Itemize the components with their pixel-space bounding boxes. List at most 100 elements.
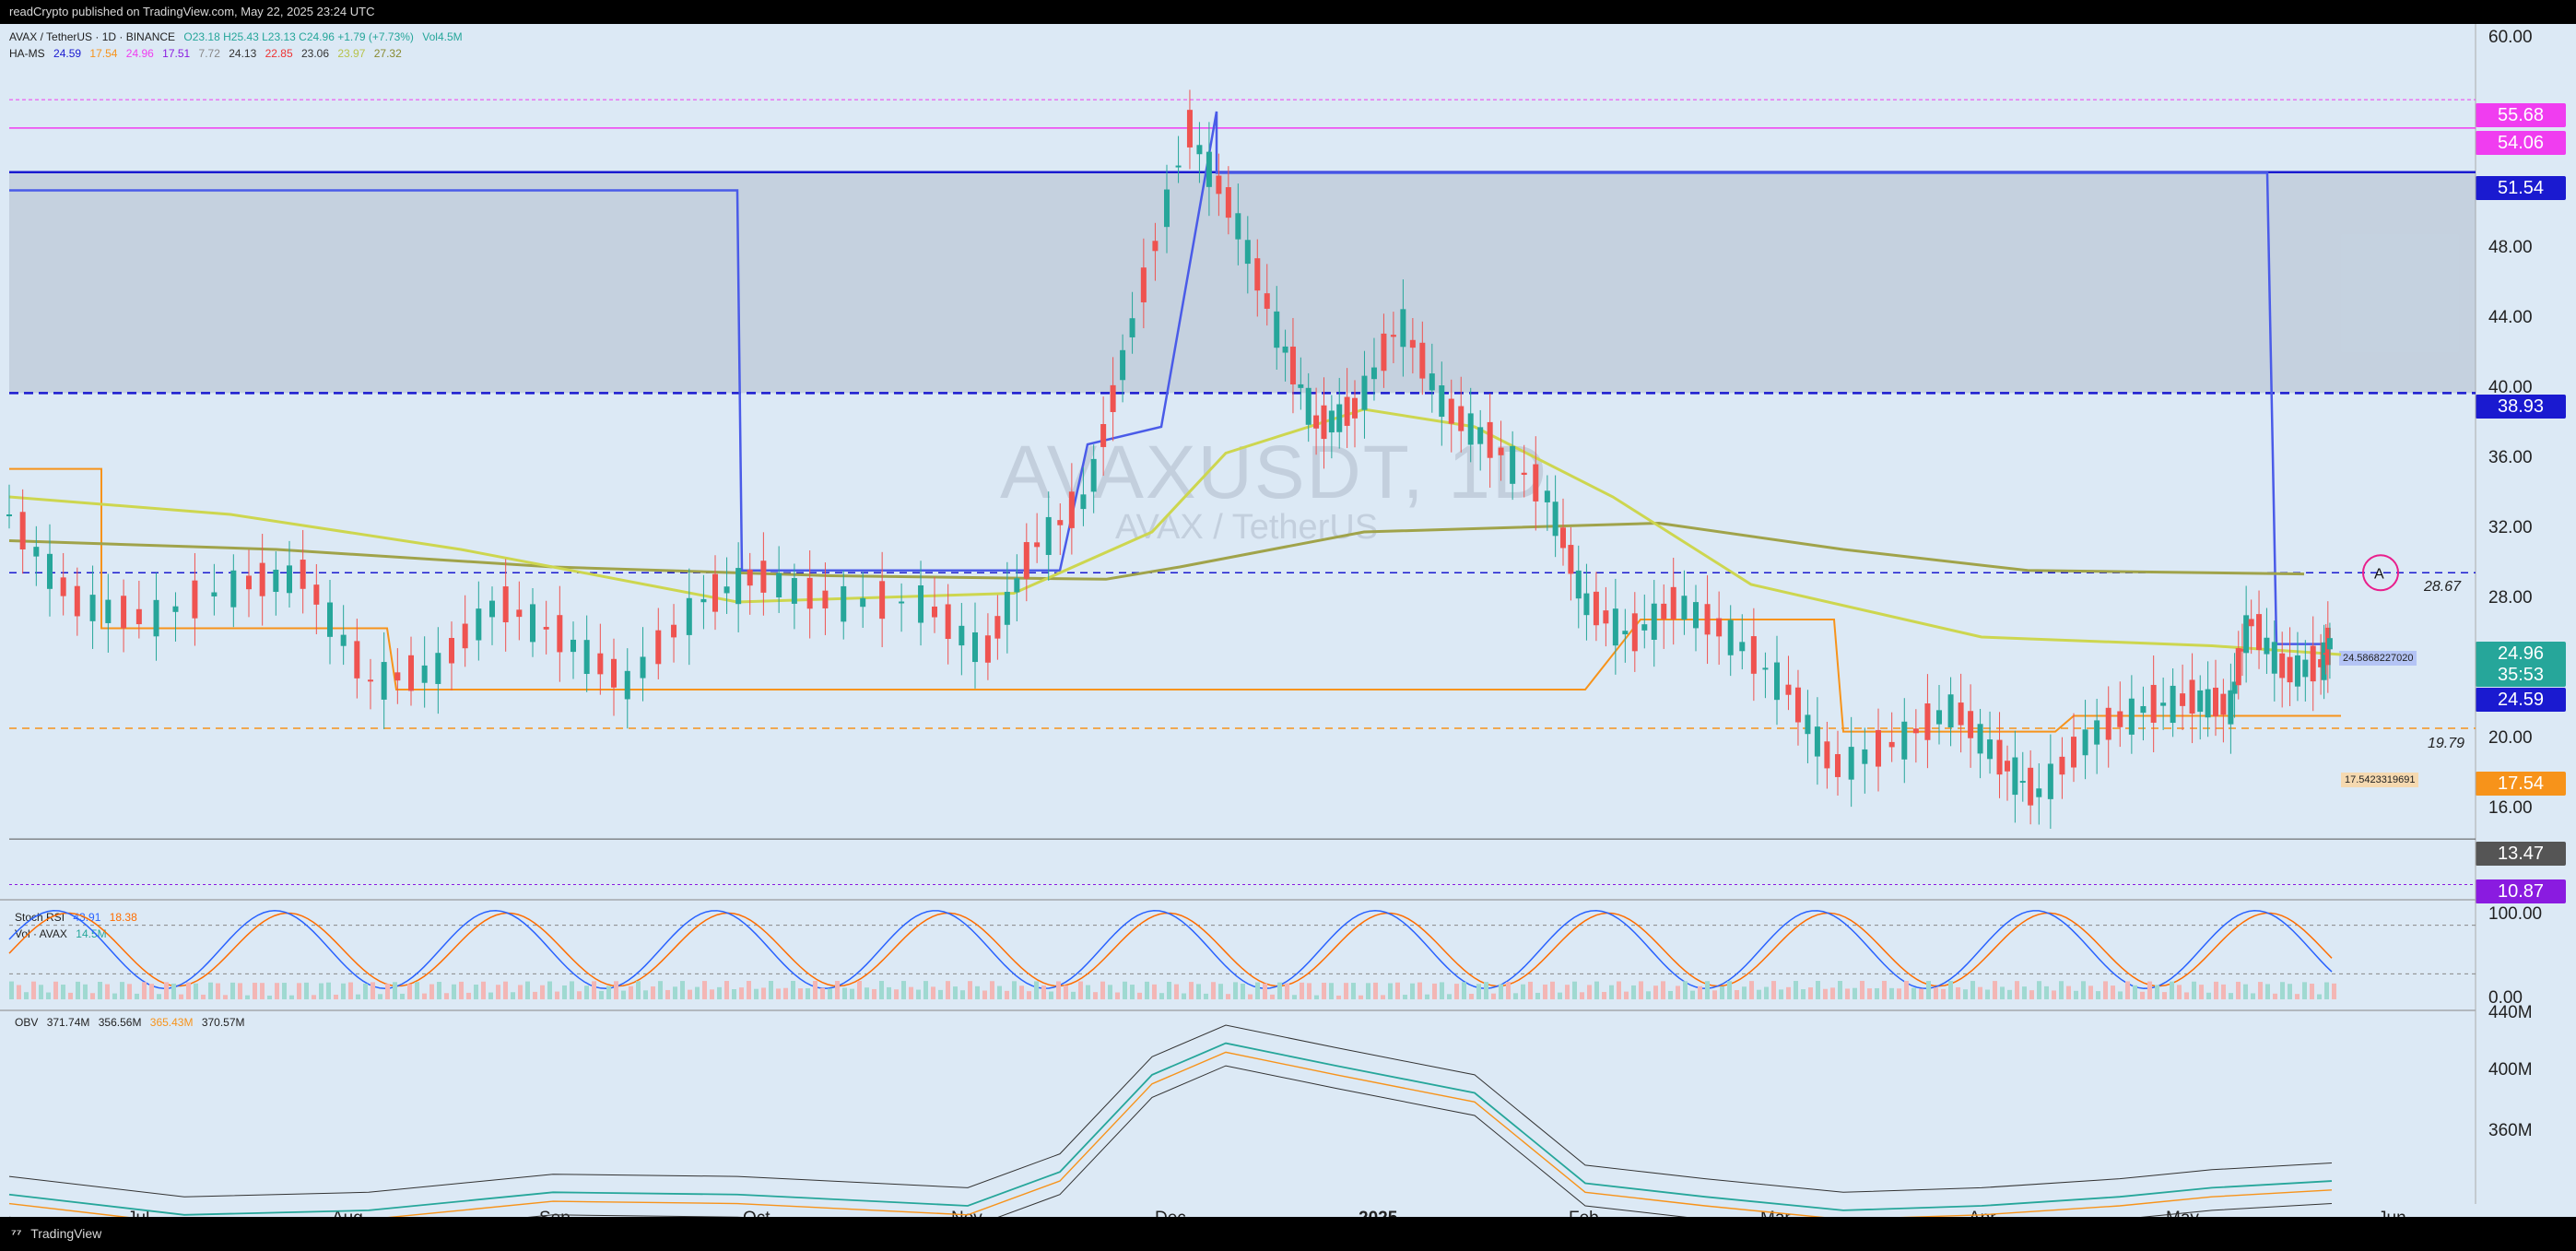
candle-body xyxy=(1651,603,1657,641)
volume-bar xyxy=(1469,994,1474,999)
volume-bar xyxy=(98,982,102,999)
candle-body xyxy=(1090,458,1097,492)
volume-bar xyxy=(1771,981,1776,999)
candle-body xyxy=(2302,659,2309,678)
candle-body xyxy=(1467,413,1474,445)
candle-body xyxy=(2235,648,2241,686)
candle-body xyxy=(462,623,468,649)
volume-bar xyxy=(2066,985,2071,999)
volume-bar xyxy=(1712,990,1717,999)
candle-body xyxy=(932,606,937,618)
hams-value: 27.32 xyxy=(373,47,402,60)
candle-body xyxy=(1390,335,1396,337)
candle-body xyxy=(1661,603,1667,620)
obv-value: 365.43M xyxy=(149,1016,194,1029)
candle-body xyxy=(1448,398,1454,424)
volume-bar xyxy=(2037,981,2041,999)
candle-body xyxy=(806,577,813,609)
volume-bar xyxy=(1292,995,1297,999)
brand-name[interactable]: TradingView xyxy=(30,1226,102,1241)
volume-bar xyxy=(2214,981,2218,999)
volume-bar xyxy=(2243,984,2248,999)
volume-bar xyxy=(496,985,500,999)
volume-bar xyxy=(820,987,825,999)
candle-body xyxy=(1716,618,1723,637)
volume-bar xyxy=(1491,993,1496,999)
volume-bar xyxy=(46,992,51,999)
chart-canvas[interactable]: A xyxy=(0,24,2576,1217)
volume-bar xyxy=(1594,981,1599,999)
volume-bar xyxy=(481,981,486,999)
candle-body xyxy=(1164,189,1170,228)
tradingview-logo-icon[interactable]: ⁷⁷ xyxy=(11,1226,22,1241)
candle-body xyxy=(1216,175,1222,195)
volume-bar xyxy=(1956,986,1960,999)
candle-body xyxy=(994,616,1001,639)
volume-bar xyxy=(923,981,928,999)
volume-bar xyxy=(1182,993,1186,999)
volume-bar xyxy=(1867,988,1872,999)
volume-bar xyxy=(1093,992,1098,999)
volume-bar xyxy=(245,995,250,999)
candle-body xyxy=(340,634,347,646)
volume-bar xyxy=(953,986,958,999)
candle-body xyxy=(1750,636,1757,674)
candle-body xyxy=(2036,788,2042,797)
volume-bar xyxy=(592,981,596,999)
stoch-d-line xyxy=(8,912,2333,987)
candle-body xyxy=(1498,447,1504,455)
volume-bar xyxy=(680,981,685,999)
volume-bar xyxy=(2251,993,2255,999)
volume-bar xyxy=(1978,986,1982,999)
volume-bar xyxy=(783,987,788,999)
candle-body xyxy=(381,662,387,700)
volume-bar xyxy=(393,982,397,999)
volume-bar xyxy=(238,983,242,999)
volume-bar xyxy=(584,985,589,999)
volume-bar xyxy=(1351,983,1356,999)
candle-body xyxy=(776,572,782,598)
candle-body xyxy=(1305,387,1312,425)
volume-bar xyxy=(1248,994,1253,999)
candle-body xyxy=(1544,490,1550,502)
volume-bar xyxy=(872,988,876,999)
volume-bar xyxy=(1233,982,1238,999)
price-tick: 28.00 xyxy=(2488,588,2533,608)
level-label: 24.5868227020 xyxy=(2339,651,2417,666)
candle-body xyxy=(1968,711,1974,738)
candle-body xyxy=(1068,491,1075,528)
volume-bar xyxy=(1019,985,1024,999)
volume-bar xyxy=(1631,985,1636,999)
signal-marker-label: A xyxy=(2374,566,2384,582)
volume-bar xyxy=(1255,982,1260,999)
volume-bar xyxy=(2280,982,2285,999)
volume-bar xyxy=(1322,982,1326,999)
candle-body xyxy=(1487,421,1493,458)
symbol-legend: AVAX / TetherUS · 1D · BINANCE O23.18 H2… xyxy=(9,30,468,43)
volume-bar xyxy=(724,981,729,999)
candle-body xyxy=(1603,610,1609,624)
candle-body xyxy=(1862,749,1868,764)
hams-label: HA-MS xyxy=(9,47,45,60)
candle-body xyxy=(1947,694,1954,728)
volume-bar xyxy=(776,988,781,999)
candle-body xyxy=(1045,516,1052,555)
candle-body xyxy=(945,604,951,640)
volume-bar xyxy=(171,983,176,999)
candle-body xyxy=(1670,586,1676,620)
volume-bar xyxy=(2273,993,2277,999)
candle-body xyxy=(1110,384,1116,412)
chart-area[interactable]: AVAX / TetherUS · 1D · BINANCE O23.18 H2… xyxy=(0,24,2576,1228)
candle-body xyxy=(1409,339,1416,348)
volume-value: Vol4.5M xyxy=(422,30,463,43)
candle-body xyxy=(735,568,742,605)
price-tick: 36.00 xyxy=(2488,448,2533,467)
candle-body xyxy=(1593,591,1599,626)
volume-bar xyxy=(474,985,478,999)
candle-body xyxy=(1533,464,1539,502)
candle-body xyxy=(1477,427,1484,444)
volume-bar xyxy=(665,989,670,999)
candle-body xyxy=(611,658,617,688)
volume-bar xyxy=(2111,985,2115,999)
candle-body xyxy=(2012,757,2018,796)
